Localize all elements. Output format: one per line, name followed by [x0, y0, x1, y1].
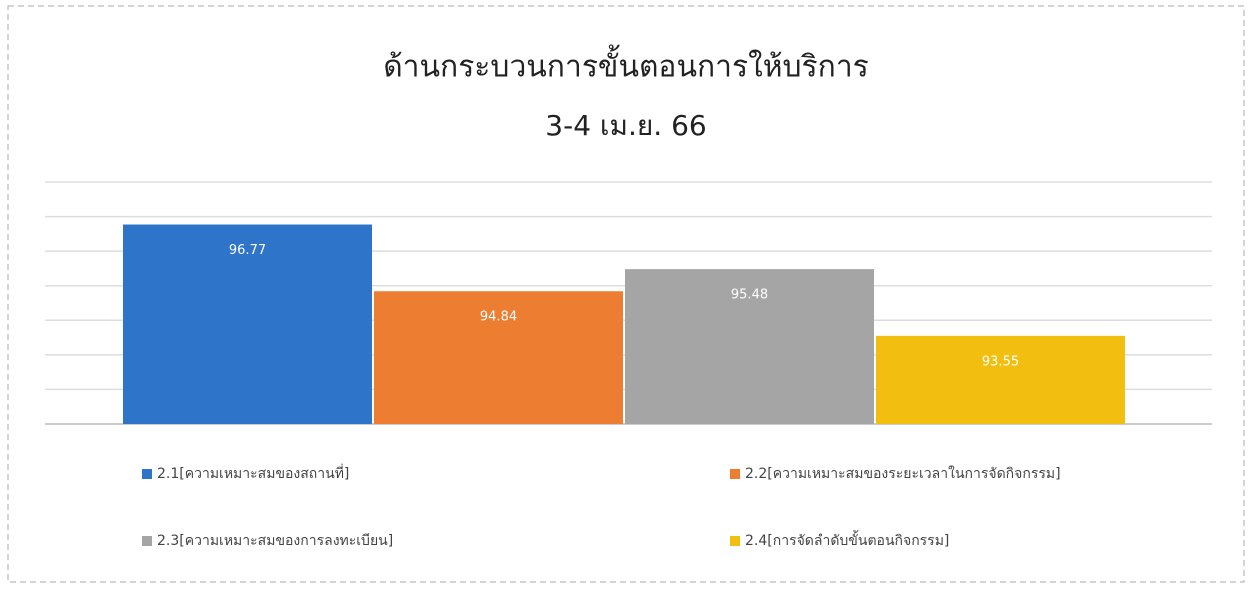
- frame: [7, 5, 1245, 583]
- bar: [876, 335, 1125, 424]
- legend-swatch: [142, 469, 152, 479]
- bar: [123, 224, 372, 424]
- legend-label: 2.2[ความเหมาะสมของระยะเวลาในการจัดกิจกรร…: [745, 465, 1061, 482]
- value-label: 96.77: [229, 243, 266, 258]
- legend-label: 2.3[ความเหมาะสมของการลงทะเบียน]: [157, 533, 393, 549]
- chart-title: ด้านกระบวนการขั้นตอนการให้บริการ: [383, 45, 869, 85]
- legend-label: 2.4[การจัดลำดับขั้นตอนกิจกรรม]: [745, 530, 949, 549]
- value-label: 95.48: [731, 288, 768, 303]
- legend-swatch: [142, 536, 152, 546]
- legend-label: 2.1[ความเหมาะสมของสถานที่]: [157, 464, 349, 482]
- value-label: 93.55: [982, 354, 1019, 369]
- bar: [625, 269, 874, 424]
- chart-subtitle: 3-4 เม.ย. 66: [545, 109, 706, 142]
- bar: [374, 291, 623, 424]
- value-label: 94.84: [480, 310, 517, 325]
- legend-swatch: [730, 536, 740, 546]
- legend-swatch: [730, 469, 740, 479]
